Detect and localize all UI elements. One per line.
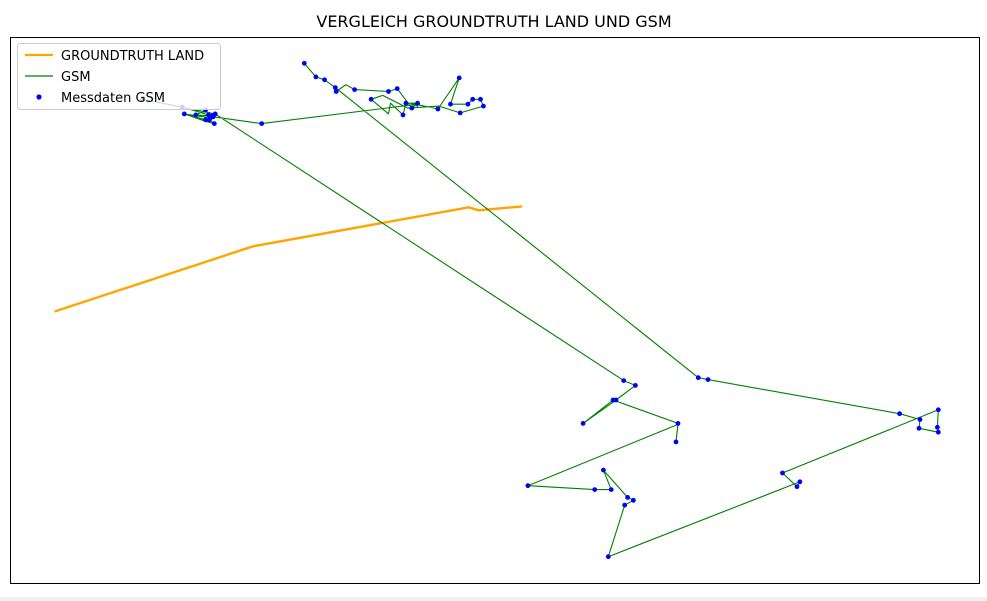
scatter-point xyxy=(916,425,922,431)
scatter-point xyxy=(313,74,319,80)
scatter-point xyxy=(610,397,616,403)
scatter-point xyxy=(415,100,420,106)
scatter-point xyxy=(332,85,338,90)
scatter-point xyxy=(673,439,679,445)
scatter-point xyxy=(368,96,374,102)
scatter-point xyxy=(456,75,462,81)
chart-title: VERGLEICH GROUNDTRUTH LAND UND GSM xyxy=(316,12,671,31)
plot-area xyxy=(10,37,980,584)
scatter-point xyxy=(403,100,409,106)
scatter-point xyxy=(435,106,441,112)
series-line-0 xyxy=(54,205,523,313)
scatter-point xyxy=(794,484,800,490)
scatter-point xyxy=(695,375,701,381)
scatter-point xyxy=(259,121,265,126)
legend-box xyxy=(17,43,221,110)
legend-label-groundtruth: GROUNDTRUTH LAND xyxy=(61,49,204,64)
legend-label-gsm: GSM xyxy=(61,70,91,85)
legend: GROUNDTRUTH LAND GSM Messdaten GSM xyxy=(17,43,221,110)
window-bottom-strip xyxy=(0,597,987,601)
scatter-point xyxy=(897,411,902,417)
scatter-point xyxy=(608,487,614,492)
scatter-point xyxy=(580,421,586,426)
scatter-point xyxy=(605,554,611,560)
legend-swatch-messdaten xyxy=(36,94,42,100)
scatter-point xyxy=(207,117,212,123)
scatter-point xyxy=(386,89,391,94)
scatter-point xyxy=(352,87,357,92)
scatter-point xyxy=(470,96,476,102)
scatter-point xyxy=(322,77,327,83)
scatter-point xyxy=(917,417,923,422)
scatter-point xyxy=(193,112,199,118)
legend-label-messdaten: Messdaten GSM xyxy=(61,91,165,106)
scatter-point xyxy=(409,105,415,111)
scatter-point xyxy=(631,497,636,503)
scatter-point xyxy=(478,96,483,102)
scatter-point xyxy=(621,378,627,383)
scatter-point xyxy=(622,502,628,508)
scatter-point xyxy=(333,89,339,94)
scatter-point xyxy=(525,483,531,489)
scatter-point xyxy=(675,421,681,426)
scatter-point xyxy=(481,103,486,109)
scatter-point xyxy=(206,112,211,118)
scatter-point xyxy=(465,101,471,107)
scatter-point xyxy=(212,111,218,117)
scatter-point xyxy=(211,121,217,126)
scatter-point xyxy=(935,407,941,413)
scatter-point xyxy=(601,467,606,473)
scatter-point xyxy=(448,101,453,107)
scatter-point xyxy=(394,86,400,91)
scatter-point xyxy=(780,470,785,476)
scatter-point xyxy=(592,487,598,492)
scatter-point xyxy=(935,429,941,435)
scatter-point xyxy=(797,479,803,485)
scatter-point xyxy=(625,495,630,500)
series-layer xyxy=(54,60,941,560)
scatter-point xyxy=(935,424,940,430)
series-line-1 xyxy=(142,62,939,558)
scatter-point xyxy=(457,110,463,116)
scatter-point xyxy=(633,383,638,388)
scatter-point xyxy=(301,60,307,66)
scatter-point xyxy=(705,377,711,382)
scatter-point xyxy=(181,111,187,117)
scatter-point xyxy=(203,117,209,123)
scatter-point xyxy=(400,112,406,118)
